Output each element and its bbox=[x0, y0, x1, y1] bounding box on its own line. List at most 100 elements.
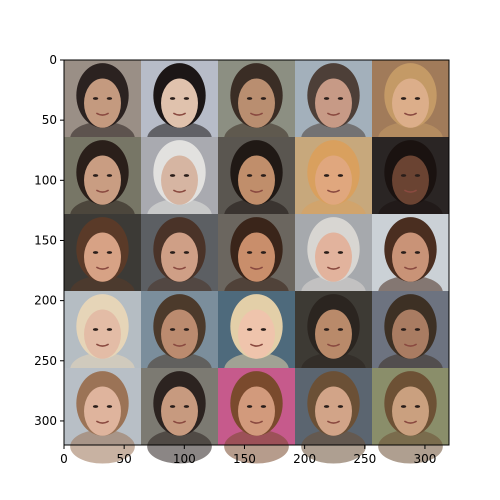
eye-shape bbox=[169, 97, 176, 100]
eye-shape bbox=[337, 97, 344, 100]
face-shape bbox=[161, 386, 198, 436]
x-tick-label: 0 bbox=[60, 452, 68, 466]
mouth-shape bbox=[403, 420, 418, 424]
eye-shape bbox=[414, 174, 421, 177]
mouth-shape bbox=[403, 266, 418, 270]
eye-shape bbox=[323, 251, 330, 254]
face-shape bbox=[84, 78, 121, 128]
face-shape bbox=[392, 155, 429, 205]
x-tick-label: 200 bbox=[293, 452, 316, 466]
mouth-shape bbox=[249, 343, 264, 347]
mouth-shape bbox=[95, 420, 110, 424]
face-shape bbox=[392, 78, 429, 128]
x-tick-label: 150 bbox=[233, 452, 256, 466]
face-tile-r4-c4 bbox=[372, 368, 450, 464]
mouth-shape bbox=[249, 266, 264, 270]
axes-spine bbox=[63, 59, 450, 446]
eye-shape bbox=[246, 405, 253, 408]
x-tick-label: 50 bbox=[117, 452, 132, 466]
eye-shape bbox=[400, 328, 407, 331]
eye-shape bbox=[106, 174, 113, 177]
eye-shape bbox=[169, 405, 176, 408]
face-shape bbox=[238, 155, 275, 205]
mouth-shape bbox=[172, 420, 187, 424]
eye-shape bbox=[260, 174, 267, 177]
shoulders-shape bbox=[301, 429, 366, 464]
face-tile-r3-c4 bbox=[372, 291, 450, 387]
eye-shape bbox=[106, 328, 113, 331]
eye-shape bbox=[337, 251, 344, 254]
face-tile-r3-c3 bbox=[295, 291, 373, 387]
face-tile-r2-c1 bbox=[141, 214, 219, 310]
face-tile-r4-c1 bbox=[141, 368, 219, 464]
face-shape bbox=[161, 78, 198, 128]
eye-shape bbox=[337, 328, 344, 331]
mouth-shape bbox=[403, 112, 418, 116]
face-shape bbox=[84, 309, 121, 359]
face-shape bbox=[84, 155, 121, 205]
face-shape bbox=[84, 386, 121, 436]
eye-shape bbox=[414, 328, 421, 331]
x-tick-label: 100 bbox=[173, 452, 196, 466]
face-tile-r3-c0 bbox=[64, 291, 142, 387]
eye-shape bbox=[323, 97, 330, 100]
face-tile-r2-c4 bbox=[372, 214, 450, 310]
eye-shape bbox=[400, 251, 407, 254]
face-shape bbox=[161, 232, 198, 282]
x-axis: 0 50 100 150 200 250 300 bbox=[60, 445, 436, 466]
eye-shape bbox=[169, 174, 176, 177]
mouth-shape bbox=[172, 343, 187, 347]
shoulders-shape bbox=[224, 429, 289, 464]
eye-shape bbox=[106, 251, 113, 254]
mouth-shape bbox=[326, 420, 341, 424]
mouth-shape bbox=[326, 343, 341, 347]
mouth-shape bbox=[95, 343, 110, 347]
x-tick-label: 300 bbox=[413, 452, 436, 466]
eye-shape bbox=[169, 328, 176, 331]
axes-frame bbox=[63, 59, 450, 446]
eye-shape bbox=[183, 251, 190, 254]
face-shape bbox=[315, 232, 352, 282]
eye-shape bbox=[400, 97, 407, 100]
face-shape bbox=[392, 386, 429, 436]
face-tile-r4-c3 bbox=[295, 368, 373, 464]
eye-shape bbox=[337, 405, 344, 408]
shoulders-shape bbox=[147, 429, 212, 464]
eye-shape bbox=[260, 251, 267, 254]
y-tick-label: 0 bbox=[49, 53, 57, 67]
face-shape bbox=[84, 232, 121, 282]
mouth-shape bbox=[95, 189, 110, 193]
face-shape bbox=[315, 155, 352, 205]
eye-shape bbox=[246, 251, 253, 254]
eye-shape bbox=[246, 174, 253, 177]
eye-shape bbox=[323, 328, 330, 331]
eye-shape bbox=[246, 97, 253, 100]
eye-shape bbox=[92, 251, 99, 254]
face-shape bbox=[315, 309, 352, 359]
eye-shape bbox=[414, 251, 421, 254]
face-tile-r4-c2 bbox=[218, 368, 296, 464]
eye-shape bbox=[260, 328, 267, 331]
eye-shape bbox=[92, 405, 99, 408]
mouth-shape bbox=[95, 266, 110, 270]
y-tick-label: 200 bbox=[34, 294, 57, 308]
face-tile-r4-c0 bbox=[64, 368, 142, 464]
face-shape bbox=[392, 232, 429, 282]
face-shape bbox=[315, 78, 352, 128]
eye-shape bbox=[260, 97, 267, 100]
y-tick-label: 150 bbox=[34, 233, 57, 247]
eye-shape bbox=[246, 328, 253, 331]
face-shape bbox=[161, 309, 198, 359]
eye-shape bbox=[183, 328, 190, 331]
y-axis: 0 50 100 150 200 250 300 bbox=[34, 53, 64, 428]
eye-shape bbox=[400, 405, 407, 408]
mouth-shape bbox=[403, 189, 418, 193]
eye-shape bbox=[323, 405, 330, 408]
face-shape bbox=[161, 155, 198, 205]
eye-shape bbox=[92, 97, 99, 100]
face-shape bbox=[392, 309, 429, 359]
eye-shape bbox=[106, 97, 113, 100]
y-tick-label: 100 bbox=[34, 173, 57, 187]
mouth-shape bbox=[249, 189, 264, 193]
